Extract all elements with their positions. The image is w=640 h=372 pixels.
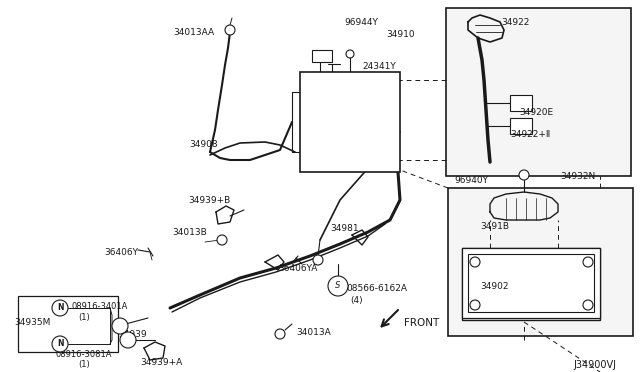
Bar [462, 248, 600, 318]
Bar [18, 296, 118, 352]
Text: (1): (1) [78, 313, 90, 322]
Circle shape [470, 300, 480, 310]
Bar [300, 72, 400, 172]
Text: 34922: 34922 [501, 18, 529, 27]
Text: (1): (1) [78, 360, 90, 369]
Text: N: N [57, 304, 63, 312]
Bar [462, 248, 600, 320]
Text: 3491B: 3491B [480, 222, 509, 231]
Text: 34935M: 34935M [14, 318, 51, 327]
Text: 34013AA: 34013AA [173, 28, 214, 37]
Text: 34920E: 34920E [519, 108, 553, 117]
Circle shape [112, 318, 128, 334]
Text: FRONT: FRONT [404, 318, 439, 328]
Text: J34900VJ: J34900VJ [573, 360, 616, 370]
Text: 34939+A: 34939+A [140, 358, 182, 367]
Text: 34981: 34981 [330, 224, 358, 233]
Circle shape [52, 336, 68, 352]
Text: 08916-3081A: 08916-3081A [56, 350, 113, 359]
Circle shape [217, 235, 227, 245]
Circle shape [52, 300, 68, 316]
Text: 96940Y: 96940Y [454, 176, 488, 185]
Text: 34939: 34939 [118, 330, 147, 339]
Circle shape [313, 255, 323, 265]
Bar [468, 254, 594, 312]
Circle shape [583, 257, 593, 267]
Text: 34013A: 34013A [296, 328, 331, 337]
Circle shape [583, 300, 593, 310]
Bar [510, 95, 532, 111]
Text: 34908: 34908 [189, 140, 218, 149]
Text: 34910: 34910 [386, 30, 415, 39]
Text: 34013B: 34013B [172, 228, 207, 237]
Text: 36406YA: 36406YA [278, 264, 317, 273]
Bar [448, 188, 633, 336]
Text: 34932N: 34932N [560, 172, 595, 181]
Circle shape [275, 329, 285, 339]
Circle shape [470, 257, 480, 267]
Text: 34922+Ⅱ: 34922+Ⅱ [510, 130, 550, 139]
Circle shape [120, 332, 136, 348]
Text: 34939+B: 34939+B [188, 196, 230, 205]
Circle shape [346, 50, 354, 58]
Text: 08916-3401A: 08916-3401A [72, 302, 129, 311]
Text: 24341Y: 24341Y [362, 62, 396, 71]
Circle shape [225, 25, 235, 35]
Bar [446, 8, 631, 176]
Bar [510, 118, 532, 134]
Bar [312, 50, 332, 62]
Text: S: S [335, 282, 340, 291]
Text: 96944Y: 96944Y [344, 18, 378, 27]
Text: N: N [57, 340, 63, 349]
Circle shape [519, 170, 529, 180]
Text: 34902: 34902 [480, 282, 509, 291]
Text: 08566-6162A: 08566-6162A [346, 284, 407, 293]
Text: (4): (4) [350, 296, 363, 305]
Text: 36406Y: 36406Y [104, 248, 138, 257]
Circle shape [328, 276, 348, 296]
